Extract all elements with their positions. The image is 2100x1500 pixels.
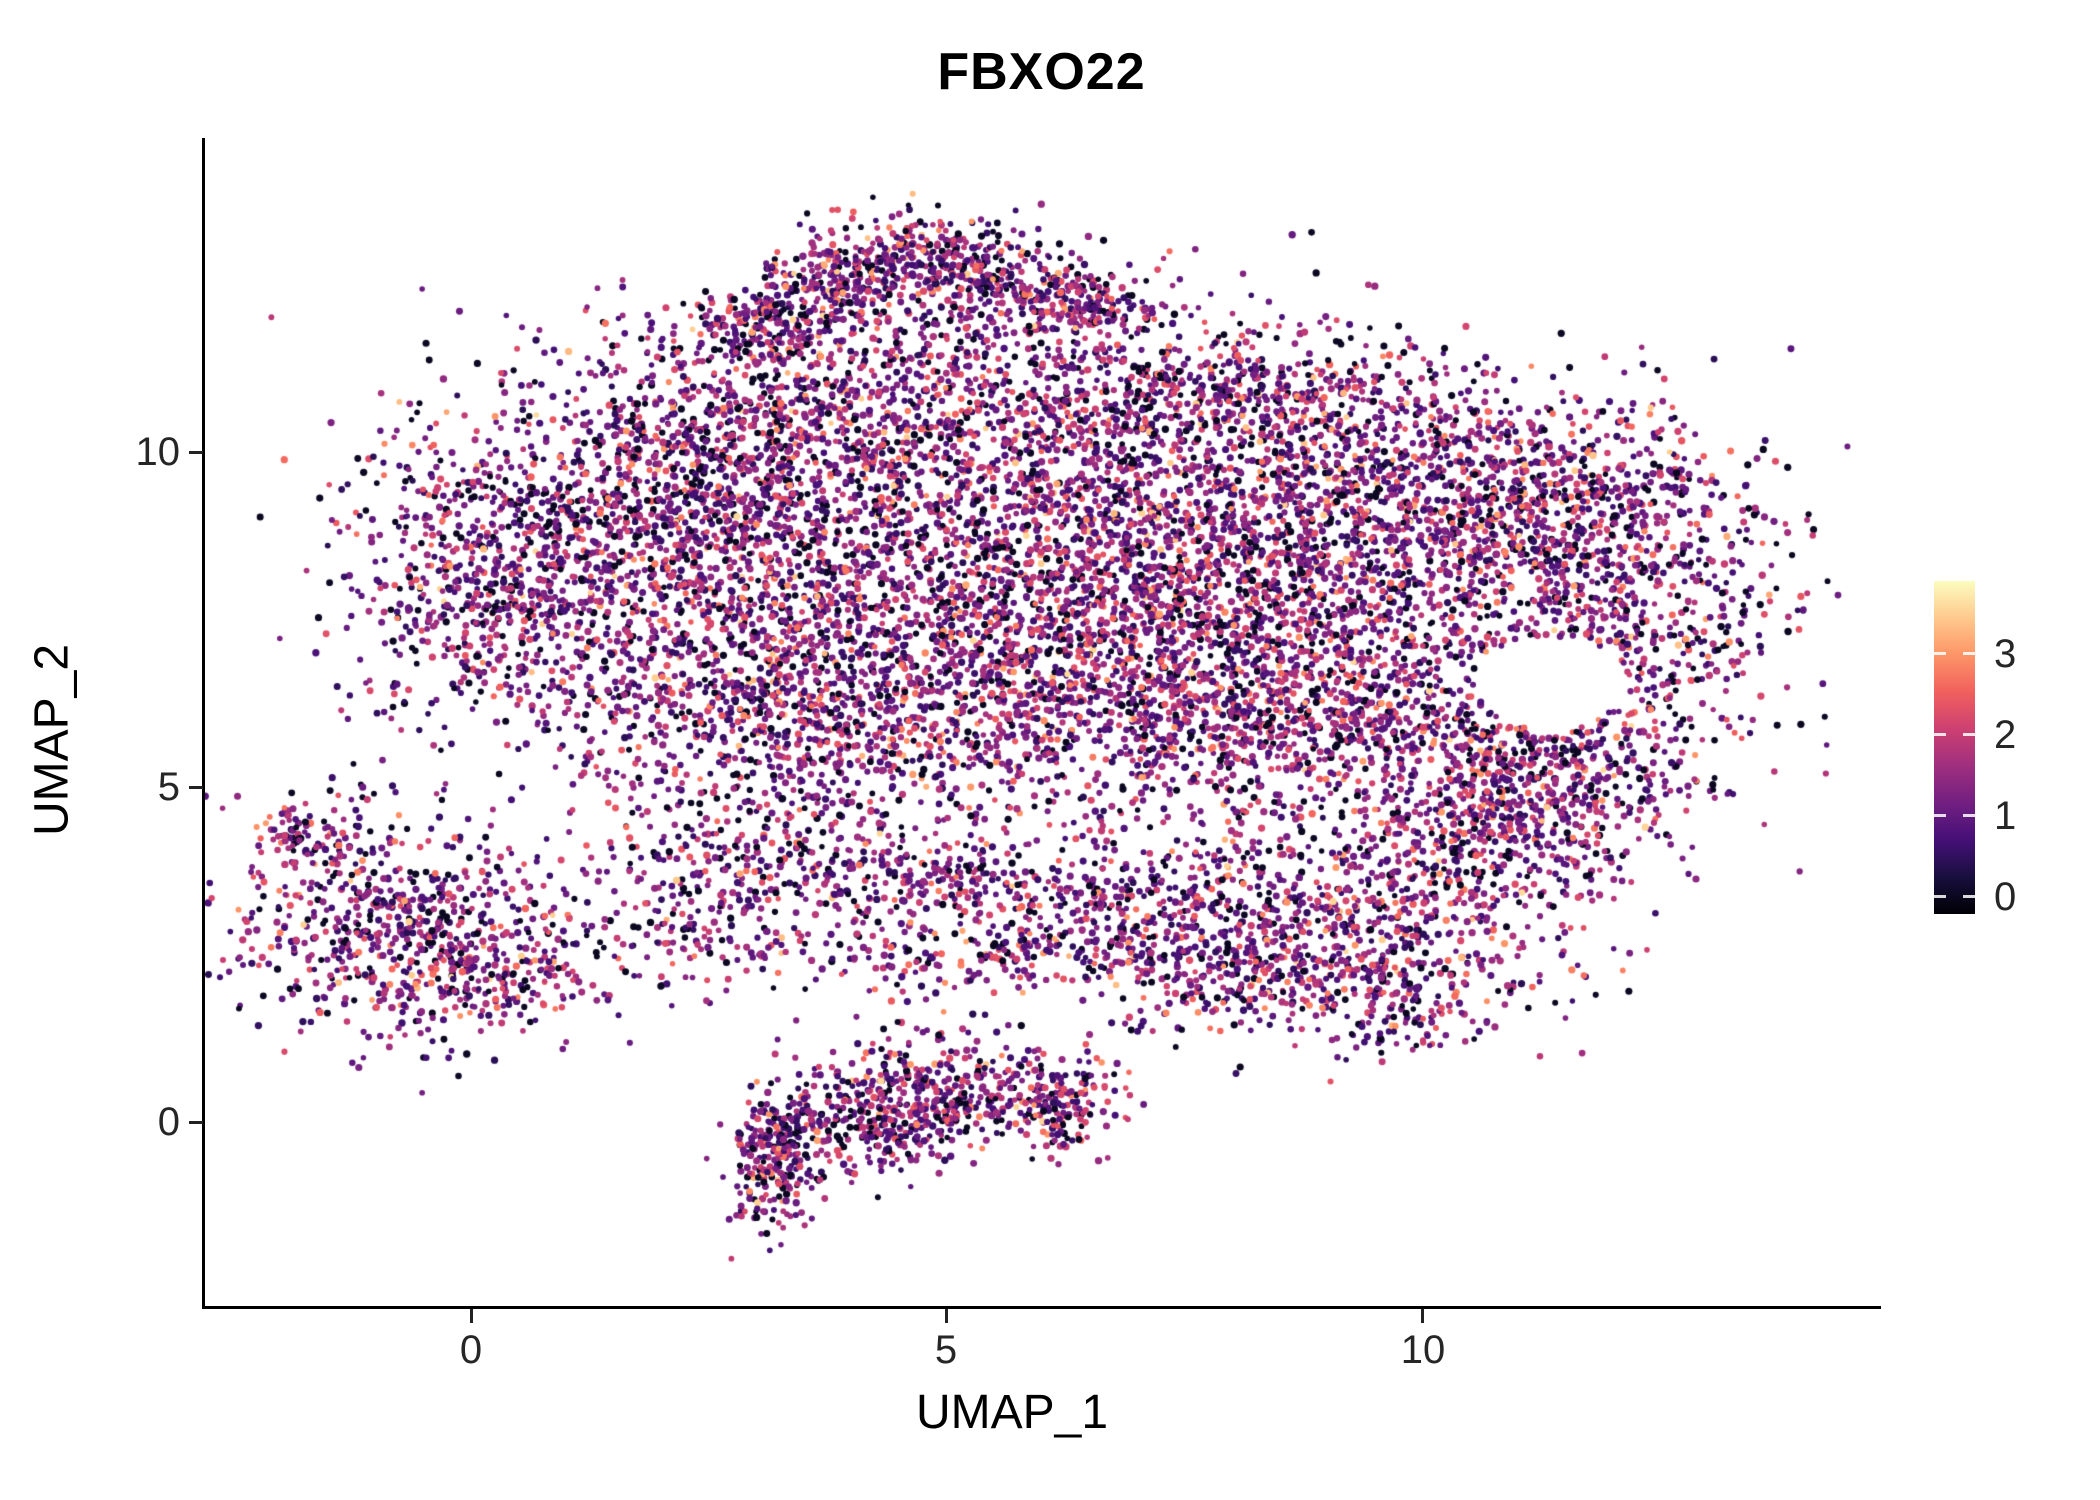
colorbar-tick-mark	[1934, 733, 1946, 736]
umap-scatter-canvas	[205, 140, 1878, 1306]
x-tick-label: 10	[1400, 1328, 1446, 1372]
y-tick-label: 10	[135, 430, 181, 474]
legend-colorbar	[1934, 581, 1975, 914]
x-axis-line	[202, 1306, 1881, 1309]
plot-title: FBXO22	[937, 43, 1146, 101]
colorbar-tick-label: 3	[1994, 632, 2017, 676]
colorbar-tick-mark	[1934, 814, 1946, 817]
y-tick-mark	[189, 786, 203, 789]
y-tick-label: 0	[157, 1100, 180, 1144]
colorbar-tick-mark	[1963, 814, 1975, 817]
colorbar-tick-mark	[1934, 652, 1946, 655]
x-tick-mark	[945, 1309, 948, 1323]
y-axis-title: UMAP_2	[25, 643, 79, 837]
x-tick-label: 0	[459, 1328, 483, 1372]
x-axis-title: UMAP_1	[915, 1386, 1109, 1439]
y-tick-label: 5	[157, 765, 180, 809]
colorbar-tick-mark	[1963, 733, 1975, 736]
colorbar-tick-label: 2	[1994, 713, 2017, 757]
colorbar-tick-label: 0	[1994, 875, 2017, 919]
colorbar-tick-mark	[1934, 895, 1946, 898]
colorbar-tick-mark	[1963, 895, 1975, 898]
x-tick-mark	[470, 1309, 473, 1323]
y-tick-mark	[189, 451, 203, 454]
y-tick-mark	[189, 1121, 203, 1124]
colorbar-tick-label: 1	[1994, 794, 2017, 838]
colorbar-tick-mark	[1963, 652, 1975, 655]
y-axis-line	[202, 138, 205, 1309]
x-tick-mark	[1421, 1309, 1424, 1323]
x-tick-label: 5	[934, 1328, 958, 1372]
